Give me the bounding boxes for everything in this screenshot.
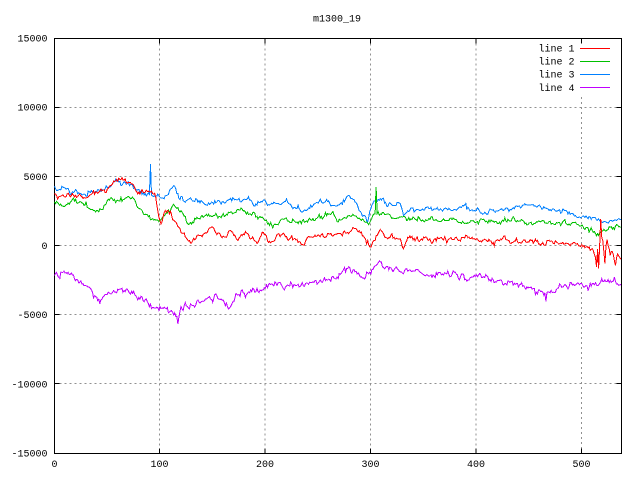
svg-text:200: 200 [256, 460, 274, 471]
svg-text:line 2: line 2 [538, 57, 574, 69]
svg-text:10000: 10000 [17, 104, 47, 115]
svg-text:line 4: line 4 [538, 83, 574, 95]
svg-text:400: 400 [467, 460, 485, 471]
svg-text:-10000: -10000 [11, 380, 47, 391]
svg-text:500: 500 [572, 460, 590, 471]
svg-text:100: 100 [150, 460, 168, 471]
svg-text:line 3: line 3 [538, 70, 574, 82]
svg-text:300: 300 [361, 460, 379, 471]
svg-text:0: 0 [41, 242, 47, 253]
svg-text:m1300_19: m1300_19 [313, 15, 361, 26]
svg-text:5000: 5000 [23, 173, 47, 184]
svg-text:line 1: line 1 [538, 44, 574, 56]
svg-text:-5000: -5000 [17, 311, 47, 322]
svg-text:15000: 15000 [17, 35, 47, 46]
svg-text:0: 0 [51, 460, 57, 471]
svg-text:-15000: -15000 [11, 450, 47, 461]
